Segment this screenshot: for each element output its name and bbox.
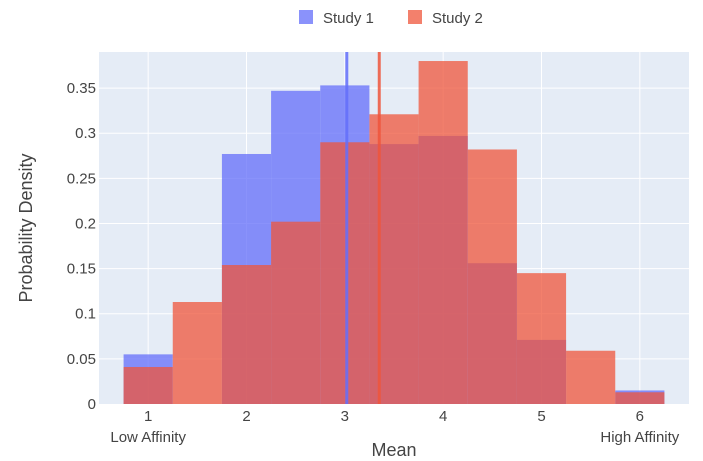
bar-series-2-bin-8[interactable] bbox=[467, 149, 517, 404]
legend[interactable]: Study 1 Study 2 bbox=[299, 10, 483, 27]
y-tick-label-4: 0.2 bbox=[75, 215, 96, 232]
legend-swatch-2 bbox=[408, 10, 422, 24]
x-tick-label-5: 6 bbox=[636, 408, 644, 425]
y-tick-label-7: 0.35 bbox=[67, 80, 96, 97]
series-2-bars bbox=[123, 61, 665, 405]
legend-label-2: Study 2 bbox=[432, 10, 483, 27]
x-tick-label-3: 4 bbox=[439, 408, 447, 425]
bars bbox=[123, 61, 665, 405]
bar-series-2-bin-6[interactable] bbox=[369, 114, 419, 405]
x-tick-label-0: 1 bbox=[144, 408, 152, 425]
legend-swatch-1 bbox=[299, 10, 313, 24]
bar-series-2-bin-1[interactable] bbox=[123, 366, 173, 404]
y-tick-label-5: 0.25 bbox=[67, 170, 96, 187]
y-axis-title: Probability Density bbox=[16, 153, 36, 302]
bar-series-2-bin-3[interactable] bbox=[221, 265, 272, 404]
y-tick-label-2: 0.1 bbox=[75, 306, 96, 323]
x-tick-label-1: 2 bbox=[242, 408, 250, 425]
y-tick-label-6: 0.3 bbox=[75, 125, 96, 142]
bar-series-2-bin-4[interactable] bbox=[271, 221, 321, 404]
legend-label-1: Study 1 bbox=[323, 10, 374, 27]
bar-series-2-bin-9[interactable] bbox=[516, 273, 567, 404]
x-annotations: Low Affinity High Affinity bbox=[110, 429, 679, 446]
y-tick-labels: 0 0.05 0.1 0.15 0.2 0.25 0.3 0.35 bbox=[67, 80, 96, 413]
x-annotation-1: High Affinity bbox=[600, 429, 679, 446]
y-tick-label-3: 0.15 bbox=[67, 261, 96, 278]
bar-series-2-bin-5[interactable] bbox=[320, 142, 370, 404]
bar-series-2-bin-11[interactable] bbox=[615, 392, 665, 404]
y-tick-label-1: 0.05 bbox=[67, 351, 96, 368]
x-tick-labels: 1 2 3 4 5 6 bbox=[144, 408, 644, 425]
legend-item-2[interactable]: Study 2 bbox=[408, 10, 483, 27]
bar-series-2-bin-10[interactable] bbox=[566, 350, 616, 404]
mean-lines bbox=[345, 52, 381, 404]
y-tick-label-0: 0 bbox=[88, 396, 96, 413]
x-annotation-0: Low Affinity bbox=[110, 429, 186, 446]
x-tick-label-4: 5 bbox=[537, 408, 545, 425]
bar-series-2-bin-7[interactable] bbox=[418, 61, 468, 405]
x-axis-title: Mean bbox=[371, 440, 416, 460]
bar-series-2-bin-2[interactable] bbox=[172, 302, 222, 404]
legend-item-1[interactable]: Study 1 bbox=[299, 10, 374, 27]
x-tick-label-2: 3 bbox=[341, 408, 349, 425]
